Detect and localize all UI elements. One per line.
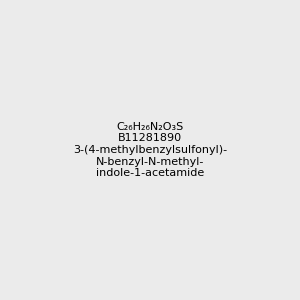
Text: C₂₆H₂₆N₂O₃S
B11281890
3-(4-methylbenzylsulfonyl)-
N-benzyl-N-methyl-
indole-1-ac: C₂₆H₂₆N₂O₃S B11281890 3-(4-methylbenzyls… (73, 122, 227, 178)
